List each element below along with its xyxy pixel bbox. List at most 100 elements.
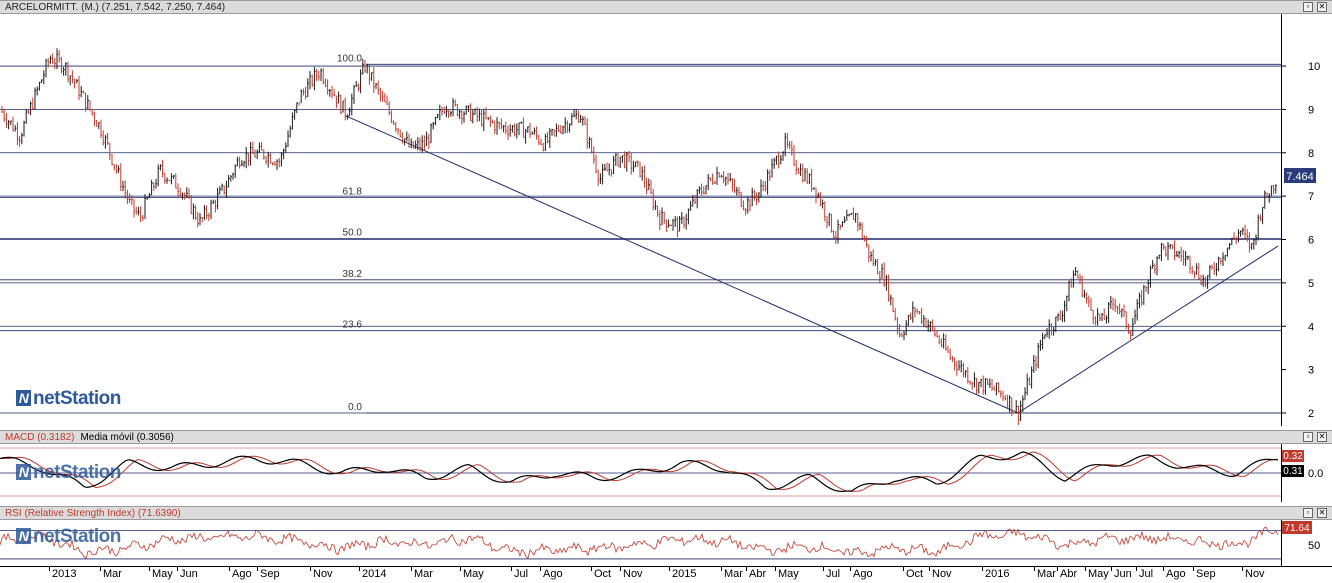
rsi-y-axis: 50 71.64 xyxy=(1281,520,1332,566)
close-icon[interactable]: ✕ xyxy=(1317,508,1327,518)
x-tick-mark xyxy=(1136,567,1137,571)
x-tick-mark xyxy=(540,567,541,571)
x-tick-mark xyxy=(823,567,824,571)
minimize-icon[interactable]: ▫ xyxy=(1303,432,1313,442)
x-tick-label: Abr xyxy=(1060,568,1078,580)
x-tick-label: Mar xyxy=(1037,568,1056,580)
price-tick-label: 7 xyxy=(1308,191,1314,203)
x-tick-mark xyxy=(1034,567,1035,571)
price-tick-label: 6 xyxy=(1308,235,1314,247)
x-tick-mark xyxy=(1242,567,1243,571)
macd-signal-label: 0.31 xyxy=(1283,466,1303,477)
x-tick-mark xyxy=(1193,567,1194,571)
price-tick-label: 9 xyxy=(1308,104,1314,116)
fib-level-label: 50.0 xyxy=(343,228,363,239)
x-tick-mark xyxy=(1163,567,1164,571)
x-tick-mark xyxy=(669,567,670,571)
x-tick-label: Jul xyxy=(514,568,529,580)
date-x-axis: 2013 Mar May Jun Ago Sep Nov 2014 Mar May Jul Ago Oc… xyxy=(0,566,1332,583)
macd-tick-label: 0.0 xyxy=(1308,468,1323,480)
x-tick-mark xyxy=(721,567,722,571)
macd-y-axis: 0.0 0.32 0.31 xyxy=(1281,444,1332,502)
netstation-logo-icon: N xyxy=(16,390,31,406)
x-tick-label: Ago xyxy=(543,568,563,580)
x-tick-mark xyxy=(511,567,512,571)
fib-level-label: 61.8 xyxy=(343,187,363,198)
rsi-panel-title: RSI (Relative Strength Index) (71.6390) xyxy=(5,508,181,519)
x-tick-label: Sep xyxy=(260,568,280,580)
x-tick-mark xyxy=(257,567,258,571)
x-tick-label: May xyxy=(463,568,484,580)
fib-level-label: 0.0 xyxy=(348,402,362,413)
x-tick-mark xyxy=(1111,567,1112,571)
x-tick-label: Mar xyxy=(414,568,433,580)
macd-panel-title: MACD (0.3182) Media móvil (0.3056) xyxy=(5,431,174,444)
macd-value-label: 0.32 xyxy=(1283,451,1303,462)
fib-level-label: 100.0 xyxy=(337,53,362,64)
macd-chart-svg xyxy=(0,447,1281,497)
rsi-panel-titlebar: RSI (Relative Strength Index) (71.6390) … xyxy=(0,506,1332,520)
macd-panel-titlebar: MACD (0.3182) Media móvil (0.3056) ▫ ✕ xyxy=(0,430,1332,444)
x-tick-label: Jul xyxy=(1139,568,1154,580)
x-tick-label: Nov xyxy=(313,568,333,580)
x-tick-label: Sep xyxy=(1196,568,1216,580)
x-tick-mark xyxy=(229,567,230,571)
close-icon[interactable]: ✕ xyxy=(1317,432,1327,442)
price-tick-label: 5 xyxy=(1308,278,1314,290)
x-tick-mark xyxy=(310,567,311,571)
x-tick-mark xyxy=(746,567,747,571)
x-tick-mark xyxy=(620,567,621,571)
x-tick-mark xyxy=(1085,567,1086,571)
price-tick-label: 4 xyxy=(1308,321,1314,333)
last-price-label: 7.464 xyxy=(1286,171,1314,183)
rsi-value-label: 71.64 xyxy=(1284,523,1309,534)
x-tick-mark xyxy=(775,567,776,571)
netstation-logo-icon: N xyxy=(16,464,31,480)
x-tick-mark xyxy=(850,567,851,571)
close-icon[interactable]: ✕ xyxy=(1317,2,1327,12)
rsi-line xyxy=(0,526,1279,560)
x-tick-mark xyxy=(903,567,904,571)
price-tick-label: 2 xyxy=(1308,408,1314,420)
x-tick-label: Mar xyxy=(724,568,743,580)
x-tick-mark xyxy=(982,567,983,571)
x-tick-label: May xyxy=(778,568,799,580)
x-tick-label: Nov xyxy=(623,568,643,580)
rsi-value-badge xyxy=(1282,521,1312,534)
x-tick-label: Abr xyxy=(749,568,767,580)
uptrend-line xyxy=(1017,245,1279,414)
minimize-icon[interactable]: ▫ xyxy=(1303,2,1313,12)
price-tick-label: 10 xyxy=(1308,61,1320,73)
x-tick-mark xyxy=(1057,567,1058,571)
price-tick-label: 3 xyxy=(1308,365,1314,377)
x-tick-label: 2016 xyxy=(985,568,1010,580)
rsi-chart-svg xyxy=(0,526,1281,560)
fib-level-label: 23.6 xyxy=(343,320,363,331)
x-tick-label: 2013 xyxy=(52,568,77,580)
price-chart-svg: 100.0 61.8 50.0 38.2 23.6 0.0 xyxy=(0,48,1281,425)
x-tick-label: Ago xyxy=(1166,568,1186,580)
x-tick-label: Jul xyxy=(826,568,841,580)
main-panel-titlebar: ARCELORMITT. (M.) (7.251, 7.542, 7.250, … xyxy=(0,0,1332,14)
macd-line xyxy=(0,451,1279,493)
x-tick-mark xyxy=(411,567,412,571)
downtrend-line xyxy=(345,115,1019,414)
x-tick-label: Oct xyxy=(906,568,924,580)
last-price-badge xyxy=(1284,168,1316,184)
x-tick-label: Ago xyxy=(853,568,873,580)
rsi-tick-label: 50 xyxy=(1308,540,1320,552)
minimize-icon[interactable]: ▫ xyxy=(1303,508,1313,518)
x-tick-mark xyxy=(460,567,461,571)
x-tick-label: 2015 xyxy=(672,568,697,580)
x-tick-mark xyxy=(929,567,930,571)
macd-title: MACD (0.3182) xyxy=(5,432,75,443)
x-tick-label: Jun xyxy=(1114,568,1132,580)
x-tick-label: May xyxy=(1088,568,1109,580)
macd-value-badge xyxy=(1282,450,1304,462)
macd-subtitle: Media móvil (0.3056) xyxy=(80,432,174,443)
